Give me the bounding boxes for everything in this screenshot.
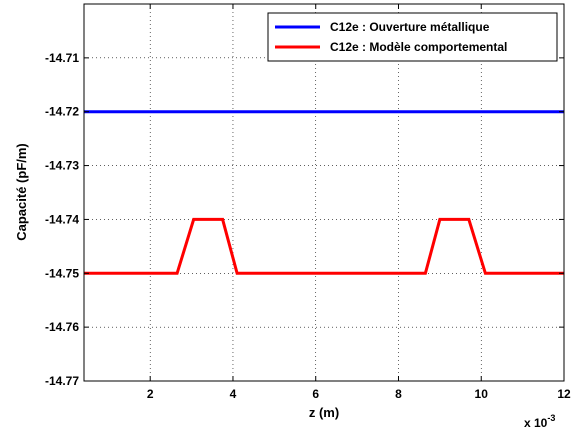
y-tick-label: -14.72 [45, 105, 79, 119]
x-tick-label: 2 [147, 387, 154, 401]
y-tick-label: -14.77 [45, 374, 79, 388]
x-tick-label: 4 [230, 387, 237, 401]
x-multiplier-base: x 10 [524, 416, 548, 430]
y-tick-label: -14.74 [45, 212, 79, 226]
x-axis-label: z (m) [309, 405, 339, 420]
x-multiplier: x 10-3 [524, 413, 555, 430]
axis-ticks: 2 4 6 8 10 12 -14.77 -14.76 -14.75 -14.74 -14.73 -1… [45, 4, 571, 401]
y-tick-label: -14.71 [45, 51, 79, 65]
plot-frame [83, 3, 565, 382]
series-line-1 [84, 217, 564, 275]
y-tick-label: -14.73 [45, 159, 79, 173]
y-axis-label: Capacité (pF/m) [14, 143, 29, 241]
legend-label-modele: C12e : Modèle comportemental [330, 40, 507, 54]
x-tick-label: 8 [395, 387, 402, 401]
y-tick-label: -14.76 [45, 320, 79, 334]
plot-area [84, 4, 564, 381]
x-tick-label: 12 [557, 387, 571, 401]
x-tick-label: 10 [475, 387, 489, 401]
x-multiplier-exponent: -3 [547, 413, 555, 423]
legend-box [267, 12, 558, 62]
x-tick-label: 6 [312, 387, 319, 401]
series-lines [84, 110, 564, 275]
legend-label-ouverture: C12e : Ouverture métallique [330, 20, 490, 34]
y-tick-label: -14.75 [45, 266, 79, 280]
legend: C12e : Ouverture métallique C12e : Modèl… [267, 12, 558, 62]
